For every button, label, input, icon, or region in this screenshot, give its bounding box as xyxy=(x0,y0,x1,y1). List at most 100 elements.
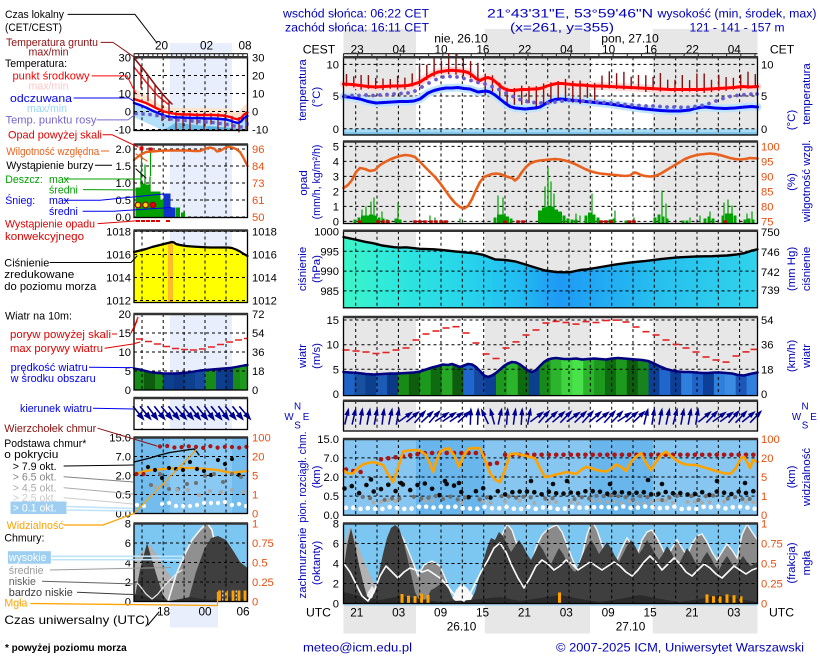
svg-text:1016: 1016 xyxy=(252,250,277,262)
svg-text:8: 8 xyxy=(333,519,339,531)
svg-text:0: 0 xyxy=(761,599,767,611)
svg-text:20: 20 xyxy=(155,39,169,53)
svg-text:mgła: mgła xyxy=(801,550,813,575)
svg-text:21: 21 xyxy=(350,606,363,620)
svg-text:7.0: 7.0 xyxy=(115,452,131,464)
svg-text:26.10: 26.10 xyxy=(447,620,477,634)
svg-text:15: 15 xyxy=(476,606,490,620)
svg-text:wysokie: wysokie xyxy=(8,552,47,564)
svg-text:Opad powyżej skali: Opad powyżej skali xyxy=(8,130,102,142)
svg-text:S: S xyxy=(294,421,301,432)
svg-text:max porywy wiatru: max porywy wiatru xyxy=(10,343,103,355)
svg-text:0.5: 0.5 xyxy=(761,559,777,571)
svg-text:0: 0 xyxy=(333,389,339,401)
svg-text:20: 20 xyxy=(119,309,131,321)
svg-text:0: 0 xyxy=(761,510,767,522)
svg-text:04: 04 xyxy=(560,43,574,57)
svg-text:84: 84 xyxy=(252,161,264,173)
svg-text:(hPa): (hPa) xyxy=(311,255,323,283)
svg-text:* powyżej poziomu morza: * powyżej poziomu morza xyxy=(5,643,127,654)
svg-text:100: 100 xyxy=(761,141,780,153)
svg-text:20: 20 xyxy=(252,71,264,83)
svg-text:03: 03 xyxy=(392,606,406,620)
svg-text:00: 00 xyxy=(198,605,212,619)
svg-text:Ciśnienie: Ciśnienie xyxy=(4,257,49,269)
svg-text:80: 80 xyxy=(761,201,773,213)
svg-text:max/min: max/min xyxy=(29,81,69,93)
svg-text:nie, 26.10: nie, 26.10 xyxy=(434,32,488,46)
svg-text:0: 0 xyxy=(761,124,767,136)
svg-text:03: 03 xyxy=(560,606,574,620)
svg-text:06: 06 xyxy=(236,605,250,619)
svg-text:Deszcz:: Deszcz: xyxy=(5,174,43,186)
svg-text:punkt środkowy: punkt środkowy xyxy=(13,71,91,83)
svg-text:0.75: 0.75 xyxy=(761,539,783,551)
svg-text:pon, 27.10: pon, 27.10 xyxy=(601,32,659,46)
svg-text:1000: 1000 xyxy=(314,227,339,239)
svg-text:2.0: 2.0 xyxy=(115,471,131,483)
svg-text:54: 54 xyxy=(761,315,773,327)
svg-text:1.5: 1.5 xyxy=(115,161,131,173)
svg-text:0.5: 0.5 xyxy=(115,490,131,502)
svg-text:UTC: UTC xyxy=(306,606,331,620)
svg-text:7.0: 7.0 xyxy=(323,453,339,465)
svg-text:09: 09 xyxy=(434,606,447,620)
svg-text:1: 1 xyxy=(761,519,767,531)
svg-text:995: 995 xyxy=(320,246,339,258)
svg-text:(km): (km) xyxy=(786,465,798,488)
svg-text:> 4.5 okt.: > 4.5 okt. xyxy=(13,483,57,495)
svg-text:Czas uniwersalny (UTC): Czas uniwersalny (UTC) xyxy=(4,613,149,627)
svg-text:S: S xyxy=(802,421,809,432)
svg-text:(m/s): (m/s) xyxy=(311,343,323,369)
svg-text:1018: 1018 xyxy=(252,227,277,239)
svg-text:Czas lokalny: Czas lokalny xyxy=(5,9,65,21)
svg-text:N: N xyxy=(294,402,301,413)
svg-text:0.0: 0.0 xyxy=(115,212,131,224)
svg-text:1014: 1014 xyxy=(106,273,131,285)
svg-text:5: 5 xyxy=(252,471,258,483)
svg-text:1016: 1016 xyxy=(106,250,131,262)
svg-text:985: 985 xyxy=(320,286,339,298)
svg-text:6: 6 xyxy=(125,538,131,550)
svg-text:0: 0 xyxy=(761,389,767,401)
svg-text:max/min: max/min xyxy=(29,46,69,58)
svg-text:0: 0 xyxy=(125,107,131,119)
svg-text:21: 21 xyxy=(685,606,698,620)
svg-text:30: 30 xyxy=(252,53,264,65)
svg-text:prędkość wiatru: prędkość wiatru xyxy=(11,362,88,374)
svg-text:15: 15 xyxy=(644,606,658,620)
svg-text:max/min: max/min xyxy=(27,103,67,115)
svg-text:o pokryciu: o pokryciu xyxy=(4,449,58,461)
svg-text:75: 75 xyxy=(761,216,773,228)
svg-text:0.5: 0.5 xyxy=(323,491,339,503)
svg-text:5: 5 xyxy=(761,91,767,103)
svg-text:(CET/CEST): (CET/CEST) xyxy=(5,22,62,34)
svg-text:27.10: 27.10 xyxy=(616,620,646,634)
svg-text:widzialność: widzialność xyxy=(801,448,813,508)
svg-text:15: 15 xyxy=(327,315,339,327)
svg-text:(km/h): (km/h) xyxy=(786,340,798,372)
svg-text:zachmurzenie: zachmurzenie xyxy=(297,528,309,599)
svg-text:15: 15 xyxy=(119,328,131,340)
svg-text:1018: 1018 xyxy=(106,227,131,239)
svg-text:N: N xyxy=(801,402,808,413)
svg-text:Śnieg:: Śnieg: xyxy=(5,194,35,207)
svg-text:50: 50 xyxy=(252,212,264,224)
svg-text:1014: 1014 xyxy=(252,273,277,285)
svg-text:max: max xyxy=(49,195,70,207)
svg-text:0: 0 xyxy=(125,385,131,397)
svg-text:0: 0 xyxy=(333,216,339,228)
svg-text:CET: CET xyxy=(770,43,795,57)
svg-text:16: 16 xyxy=(476,43,490,57)
svg-text:04: 04 xyxy=(728,43,742,57)
svg-text:0.5: 0.5 xyxy=(115,195,131,207)
svg-text:(%): (%) xyxy=(786,173,798,191)
svg-text:1: 1 xyxy=(761,491,767,503)
svg-text:100: 100 xyxy=(252,433,271,445)
svg-text:5: 5 xyxy=(333,364,339,376)
svg-text:10: 10 xyxy=(327,340,339,352)
svg-text:> 7.9 okt.: > 7.9 okt. xyxy=(13,461,57,473)
svg-text:Mgła: Mgła xyxy=(4,598,27,610)
svg-text:Wierzchołek chmur: Wierzchołek chmur xyxy=(4,423,96,435)
svg-text:8: 8 xyxy=(125,519,131,531)
